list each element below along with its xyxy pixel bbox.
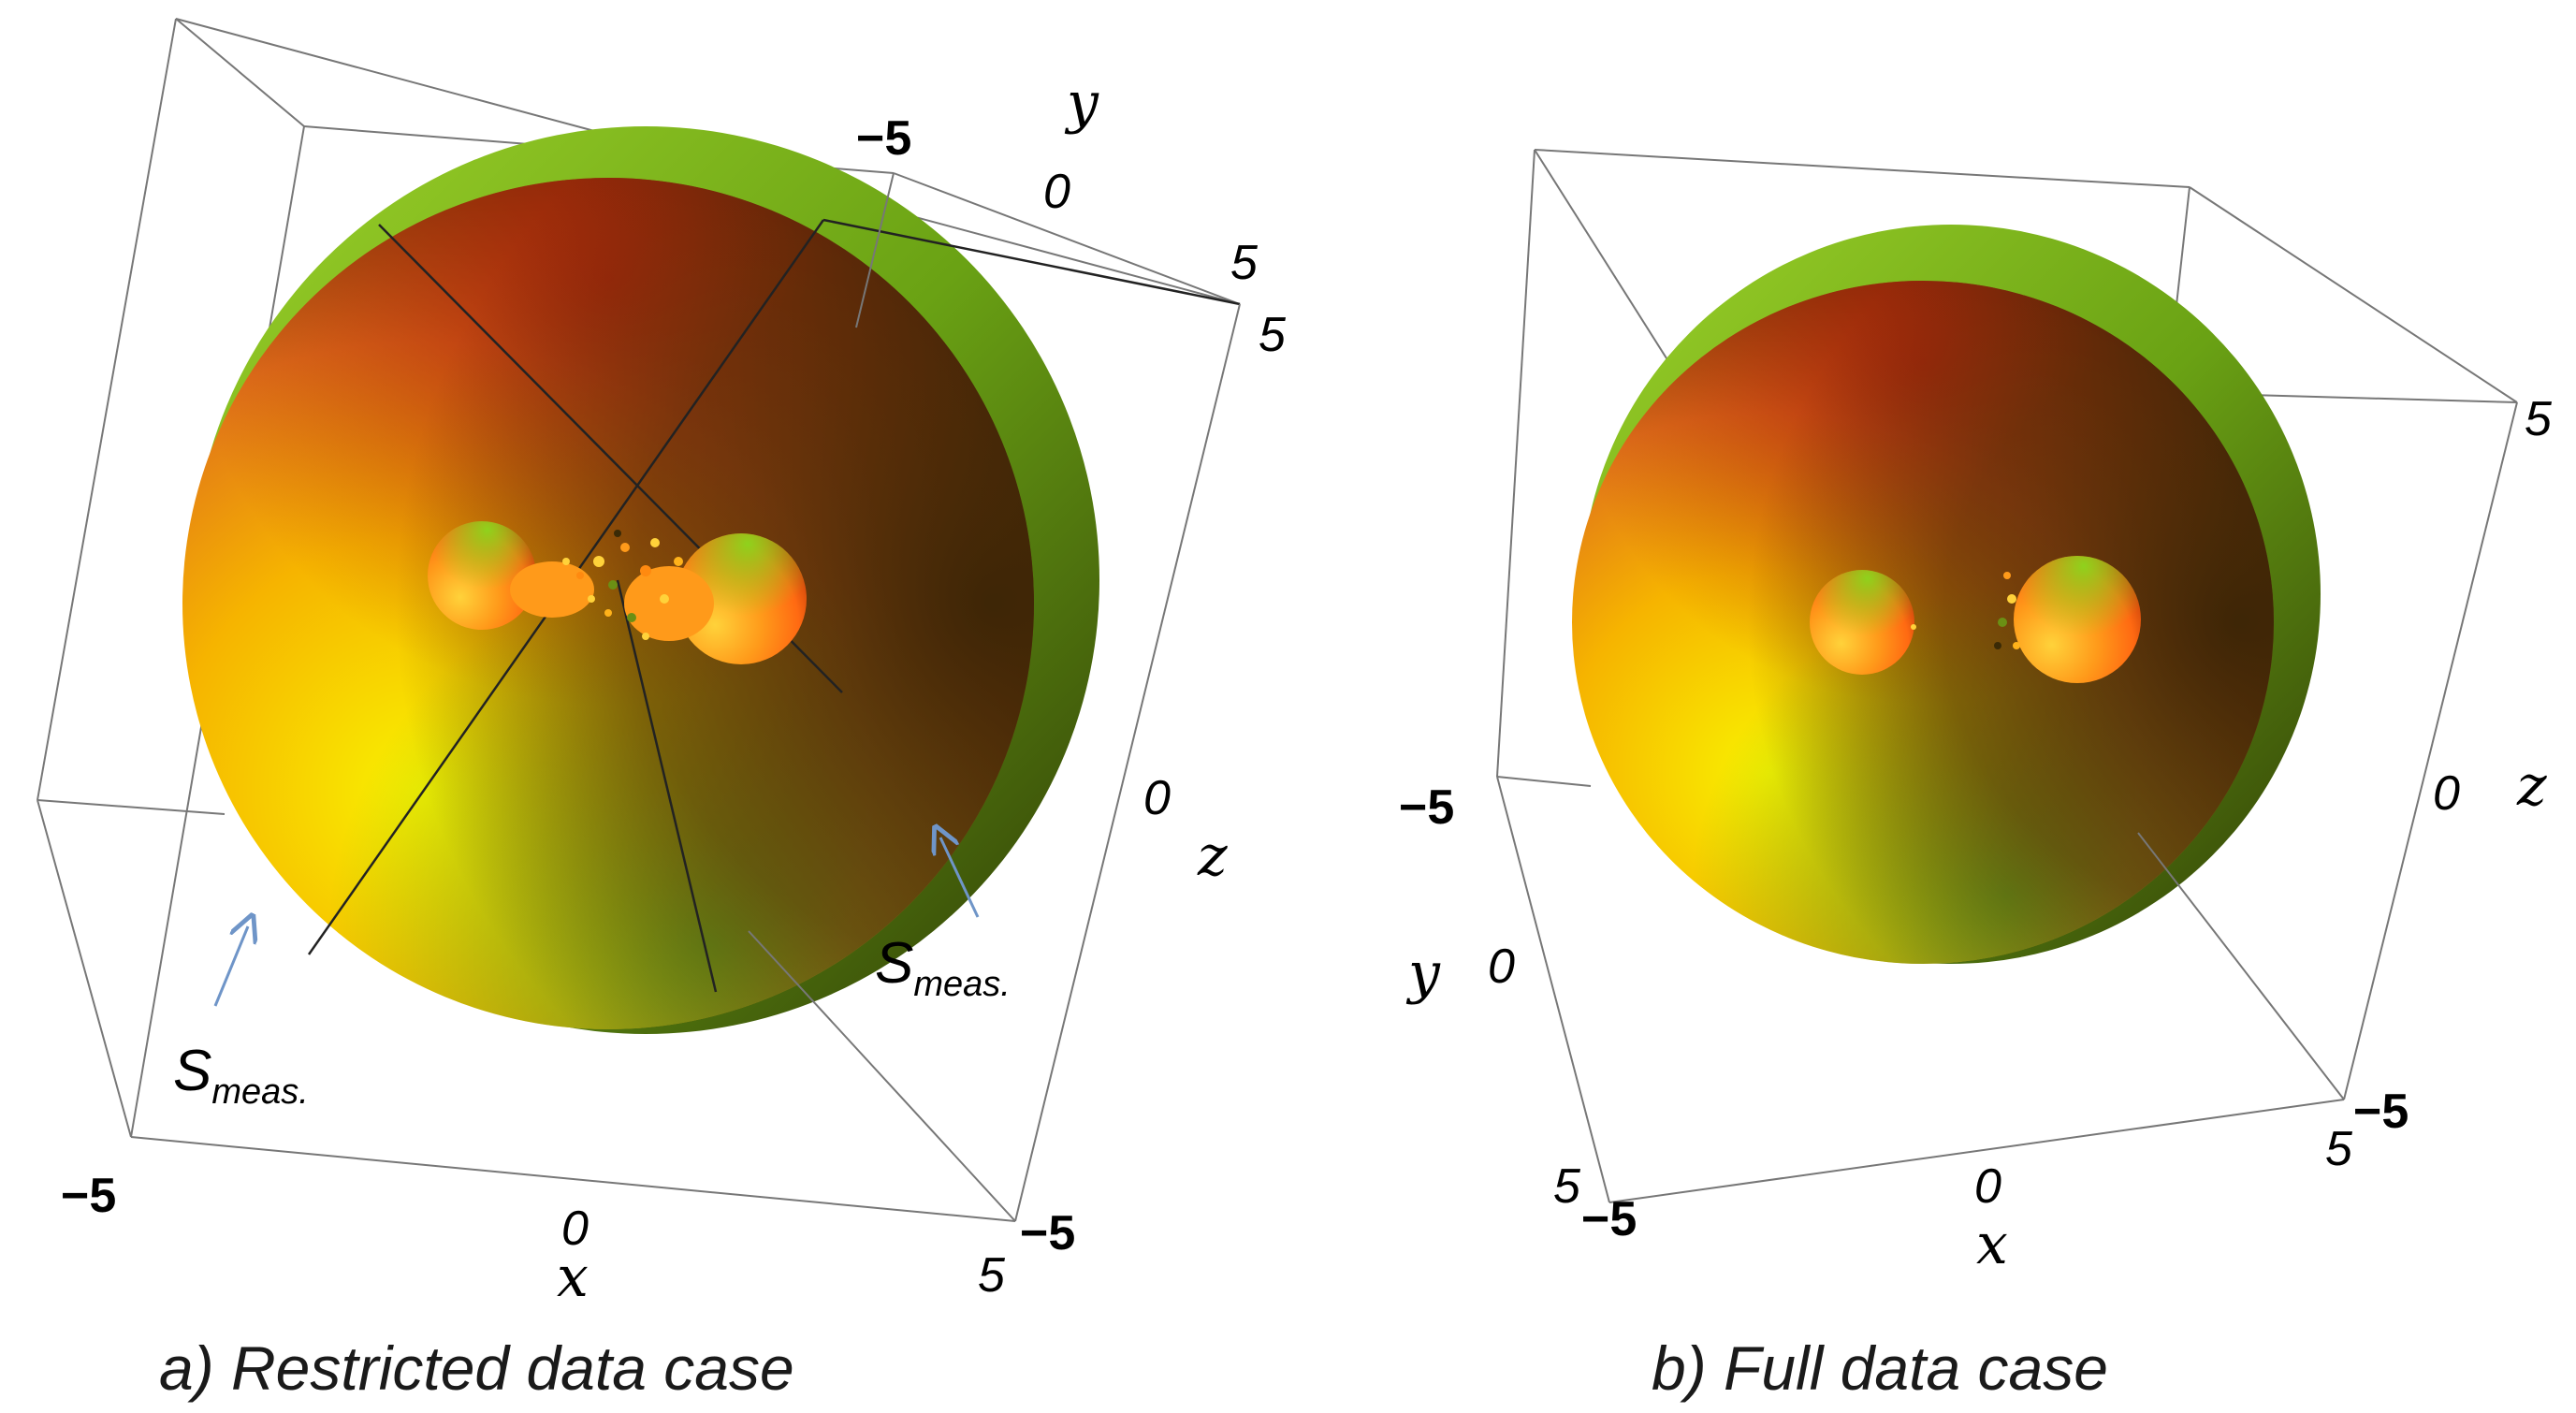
scatterer-left — [428, 521, 594, 630]
smeas-main: S — [173, 1039, 211, 1103]
caption-a: a) Restricted data case — [159, 1333, 794, 1403]
panel-full-data: 5 0 z −5 y 0 −5 5 0 x 5 −5 b) Full data … — [1399, 149, 2553, 1403]
right-tick-pos: 5 — [2325, 1122, 2353, 1176]
noise-cluster — [562, 530, 683, 640]
z-axis-label: z — [2516, 753, 2547, 819]
smeas-annotation-left: Smeas. — [173, 926, 309, 1112]
left-tick-pos: 5 — [1553, 1159, 1581, 1214]
y-axis-label: y — [1064, 70, 1099, 136]
y-tick-zero: 0 — [1488, 940, 1515, 994]
y-tick-neg: −5 — [856, 111, 911, 166]
noise-cluster — [1911, 572, 2020, 649]
x-tick-zero: 0 — [1974, 1159, 2001, 1214]
y-axis-label: y — [1405, 940, 1441, 1006]
smeas-main: S — [875, 931, 913, 996]
x-axis-label: x — [1976, 1212, 2008, 1277]
right-tick-neg: −5 — [2353, 1085, 2409, 1139]
y-tick-zero: 0 — [1043, 165, 1070, 219]
y-tick-pos: 5 — [1230, 236, 1259, 290]
bounding-box-front — [130, 172, 1241, 1222]
corner-tick-pos: 5 — [1259, 308, 1287, 362]
x-tick-neg: −5 — [61, 1169, 116, 1223]
smeas-sub: meas. — [913, 965, 1010, 1004]
svg-text:Smeas.: Smeas. — [173, 1039, 309, 1112]
scatterer-right — [2014, 556, 2141, 683]
corner-tick-pos-top: 5 — [2525, 392, 2553, 446]
z-axis-label: z — [1197, 823, 1228, 889]
x-tick-zero: 0 — [561, 1202, 589, 1256]
caption-b: b) Full data case — [1652, 1333, 2108, 1403]
x-axis-label: x — [557, 1245, 589, 1310]
outer-sphere — [182, 178, 1034, 1029]
outer-sphere — [1572, 281, 2274, 964]
smeas-annotation-right: Smeas. — [875, 838, 1011, 1004]
z-tick-zero: 0 — [1143, 771, 1171, 825]
z-tick-zero: 0 — [2433, 766, 2460, 821]
corner-tick-neg: −5 — [1020, 1206, 1075, 1260]
panel-restricted-data: y −5 0 5 5 0 z −5 0 x 5 −5 Smeas. Smeas.… — [36, 18, 1287, 1403]
bounding-box-front — [1496, 401, 2518, 1203]
scatterer-left — [1810, 570, 1914, 675]
svg-text:Smeas.: Smeas. — [875, 931, 1011, 1004]
x-tick-pos: 5 — [978, 1248, 1006, 1303]
scatterer-right — [624, 533, 807, 664]
smeas-sub: meas. — [211, 1072, 308, 1112]
y-tick-neg: −5 — [1399, 780, 1454, 835]
left-tick-neg: −5 — [1581, 1192, 1637, 1246]
